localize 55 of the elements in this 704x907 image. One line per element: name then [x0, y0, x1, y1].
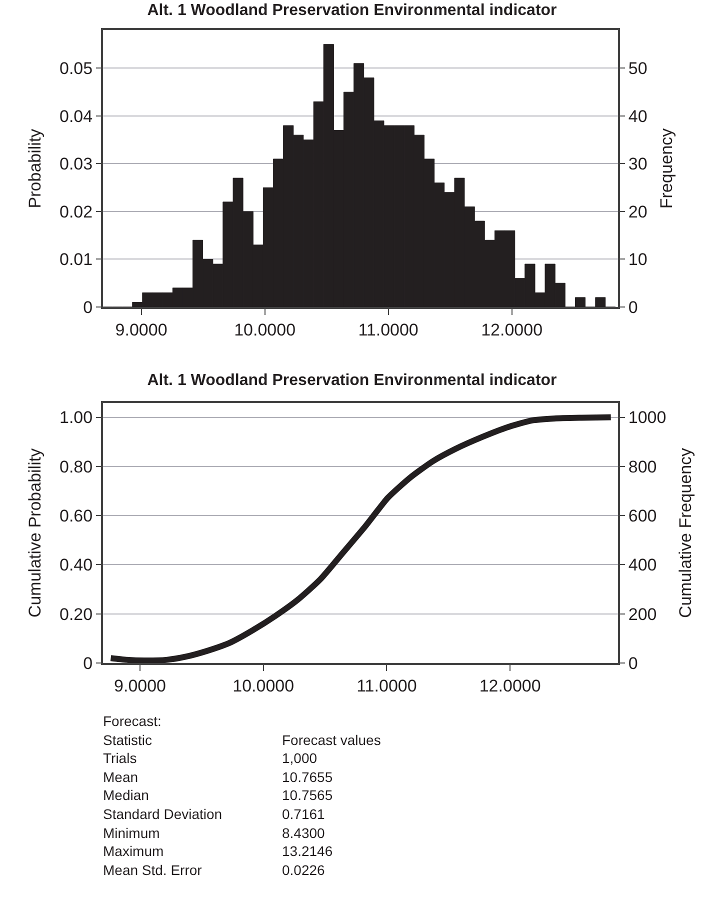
- y2-tick-label: 800: [628, 457, 657, 476]
- y2-tick-label: 400: [628, 556, 657, 575]
- text: 13.2146: [282, 842, 333, 861]
- y-axis-title: Probability: [26, 128, 45, 208]
- chart-title: Alt. 1 Woodland Preservation Environmental indicator: [147, 372, 557, 390]
- y-tick-label: 0.20: [60, 604, 93, 624]
- text: 0.0226: [282, 860, 325, 880]
- y-tick-label: 0.01: [60, 250, 93, 270]
- x-tick-label: 12.0000: [481, 320, 543, 340]
- y-tick-label: 0.03: [60, 154, 93, 174]
- text: 10.7565: [282, 786, 333, 805]
- y-tick-label: 0.02: [60, 202, 93, 222]
- y-tick-label: 0.40: [60, 556, 93, 575]
- y2-tick-label: 30: [628, 154, 648, 174]
- y-axis-title: Cumulative Probability: [26, 448, 45, 618]
- y2-tick-label: 200: [628, 604, 657, 624]
- x-tick-label: 11.0000: [356, 676, 417, 696]
- y2-tick-label: 20: [628, 202, 648, 222]
- y-tick-label: 0.80: [60, 457, 93, 476]
- y2-axis-title: Cumulative Frequency: [676, 447, 696, 618]
- y-tick-label: 1.00: [60, 408, 93, 428]
- x-tick-label: 9.0000: [114, 676, 166, 696]
- text: Forecast values: [282, 730, 381, 750]
- y2-tick-label: 1000: [628, 408, 666, 428]
- text: 0.7161: [282, 804, 325, 824]
- y-tick-label: 0.04: [60, 106, 93, 126]
- y2-tick-label: 40: [628, 106, 648, 126]
- chart-title: Alt. 1 Woodland Preservation Environmental indicator: [147, 2, 557, 20]
- text: Forecast:: [103, 712, 162, 731]
- x-tick-label: 12.0000: [479, 676, 541, 696]
- text: Standard Deviation: [103, 804, 224, 824]
- text: 1,000: [282, 749, 318, 768]
- y-tick-label: 0.05: [60, 59, 93, 78]
- x-tick-label: 11.0000: [358, 320, 418, 340]
- y-tick-label: 0: [83, 298, 93, 317]
- text: Mean Std. Error: [103, 860, 203, 880]
- y2-tick-label: 600: [628, 506, 657, 526]
- y2-axis-title: Frequency: [657, 128, 676, 209]
- y2-tick-label: 0: [628, 654, 638, 673]
- text: Trials: [103, 749, 138, 768]
- text: Median: [103, 786, 150, 805]
- text: Maximum: [103, 842, 165, 861]
- y-tick-label: 0: [83, 654, 93, 673]
- text: Mean: [103, 768, 140, 786]
- text: Statistic: [103, 730, 154, 750]
- y2-tick-label: 10: [628, 250, 648, 270]
- text: Minimum: [103, 824, 161, 842]
- text: 8.4300: [282, 824, 325, 842]
- text: 10.7655: [282, 768, 333, 786]
- x-tick-label: 10.0000: [232, 676, 294, 696]
- y2-tick-label: 50: [628, 59, 648, 78]
- y-tick-label: 0.60: [60, 506, 93, 526]
- y2-tick-label: 0: [628, 298, 638, 317]
- x-tick-label: 10.0000: [234, 320, 296, 340]
- x-tick-label: 9.0000: [115, 320, 168, 340]
